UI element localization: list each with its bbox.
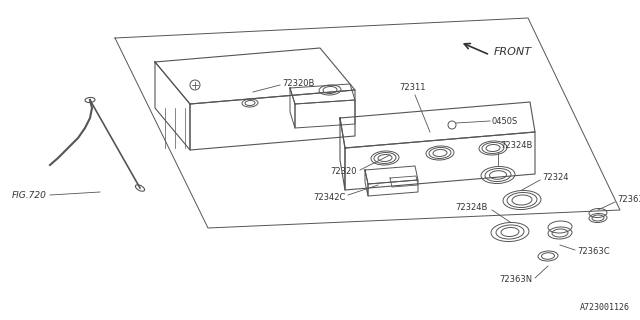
Text: 72324B: 72324B	[500, 141, 532, 150]
Text: 72311: 72311	[400, 83, 426, 92]
Text: 72342C: 72342C	[314, 193, 346, 202]
Text: 72324B: 72324B	[456, 204, 488, 212]
Text: FRONT: FRONT	[494, 47, 532, 57]
Text: A723001126: A723001126	[580, 303, 630, 312]
Text: 72320B: 72320B	[282, 78, 314, 87]
Text: 72320: 72320	[330, 167, 357, 177]
Text: 72363AD: 72363AD	[617, 196, 640, 204]
Text: 72324: 72324	[542, 173, 568, 182]
Text: 72363N: 72363N	[499, 276, 532, 284]
Text: 0450S: 0450S	[492, 116, 518, 125]
Text: FIG.720: FIG.720	[12, 190, 47, 199]
Text: 72363C: 72363C	[577, 247, 610, 257]
